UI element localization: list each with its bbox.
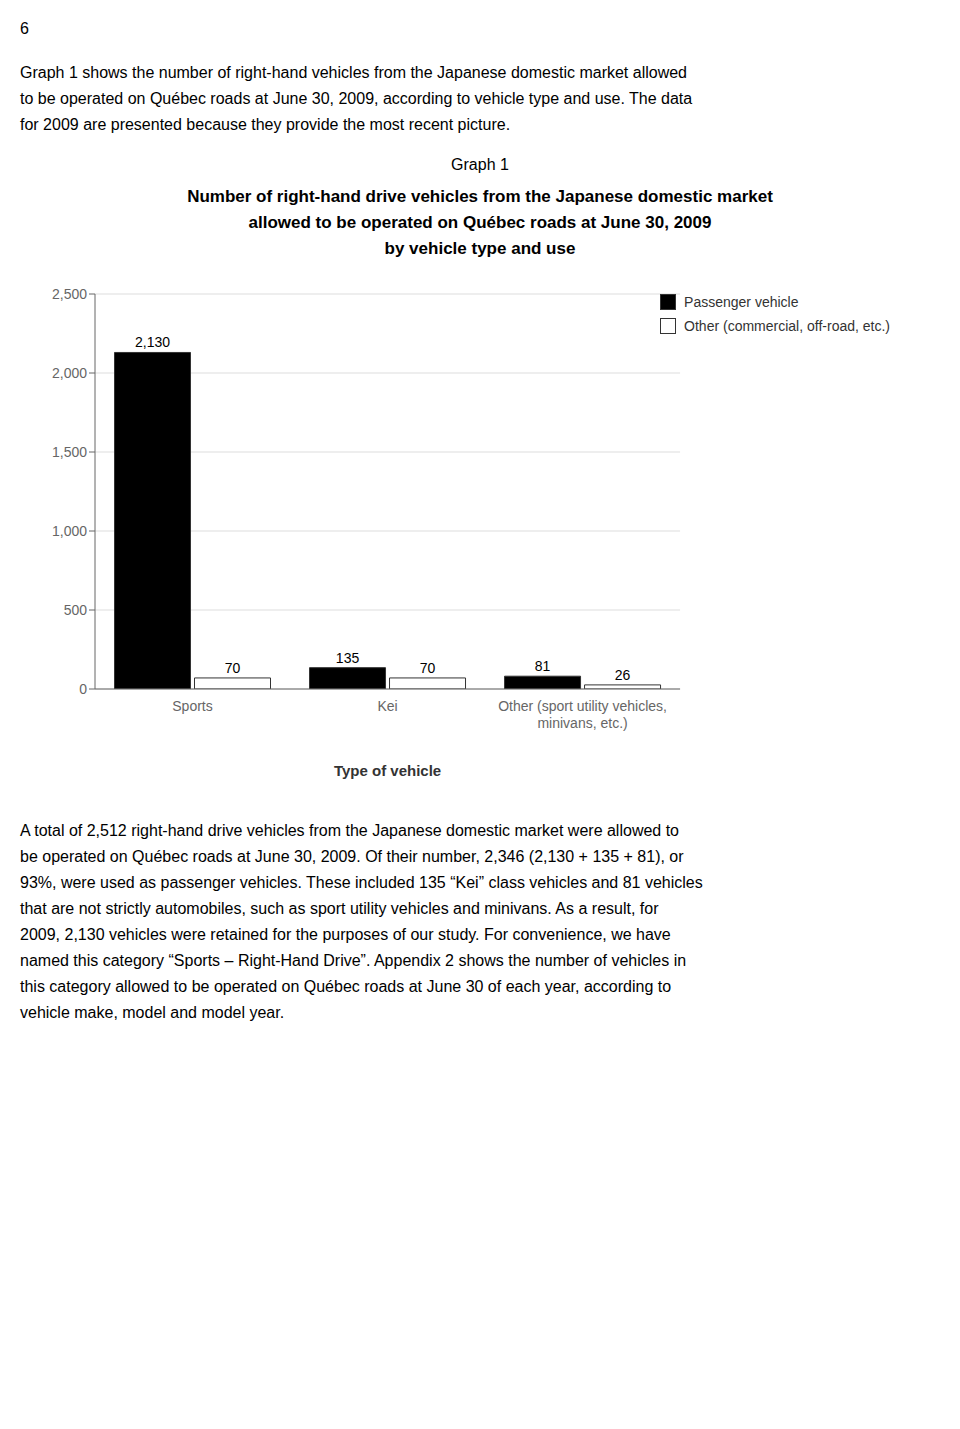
svg-text:Type of vehicle: Type of vehicle (334, 762, 441, 779)
svg-text:81: 81 (535, 658, 551, 674)
html-text:allowed to be operated on Québ: allowed to be operated on Québec roads a… (248, 213, 712, 232)
html-text:this category allowed to be op: this category allowed to be operated on … (20, 978, 672, 995)
html-text:Graph 1 shows the number of ri: Graph 1 shows the number of right-hand v… (20, 64, 687, 81)
html-text:for 2009 are presented because: for 2009 are presented because they prov… (20, 116, 511, 133)
svg-text:0: 0 (79, 681, 87, 697)
html-text:2009, 2,130 vehicles were reta: 2009, 2,130 vehicles were retained for t… (20, 926, 671, 943)
html-text:to be operated on Québec roads: to be operated on Québec roads at June 3… (20, 90, 693, 107)
html-text:vehicle make, model and model: vehicle make, model and model year. (20, 1004, 285, 1021)
svg-text:70: 70 (225, 660, 241, 676)
html-text:named this category “Sports –: named this category “Sports – Right-Hand… (20, 952, 687, 969)
html-text:Graph 1: Graph 1 (451, 156, 509, 173)
svg-text:Kei: Kei (377, 698, 397, 714)
svg-text:500: 500 (64, 602, 88, 618)
html-text:6: 6 (20, 20, 29, 37)
html-text:that are not strictly automobi: that are not strictly automobiles, such … (20, 900, 659, 917)
svg-text:Sports: Sports (172, 698, 212, 714)
svg-text:2,500: 2,500 (52, 286, 87, 302)
svg-text:1,000: 1,000 (52, 523, 87, 539)
html-text:be operated on Québec roads at: be operated on Québec roads at June 30, … (20, 848, 684, 865)
svg-text:135: 135 (336, 650, 360, 666)
html-text:93%, were used as passenger ve: 93%, were used as passenger vehicles. Th… (20, 874, 703, 891)
svg-text:70: 70 (420, 660, 436, 676)
svg-text:26: 26 (615, 667, 631, 683)
svg-text:2,000: 2,000 (52, 365, 87, 381)
svg-text:2,130: 2,130 (135, 334, 170, 350)
svg-text:Other (sport utility vehicles,: Other (sport utility vehicles,minivans, … (498, 698, 667, 731)
html-text:Passenger vehicle: Passenger vehicle (684, 294, 799, 310)
html-text:by vehicle type and use: by vehicle type and use (384, 239, 576, 258)
html-text:Number of right-hand drive veh: Number of right-hand drive vehicles from… (187, 187, 773, 206)
html-text:Other (commercial, off-road, e: Other (commercial, off-road, etc.) (684, 318, 890, 334)
html-text:A total of 2,512 right-hand dr: A total of 2,512 right-hand drive vehicl… (20, 822, 679, 839)
svg-text:1,500: 1,500 (52, 444, 87, 460)
